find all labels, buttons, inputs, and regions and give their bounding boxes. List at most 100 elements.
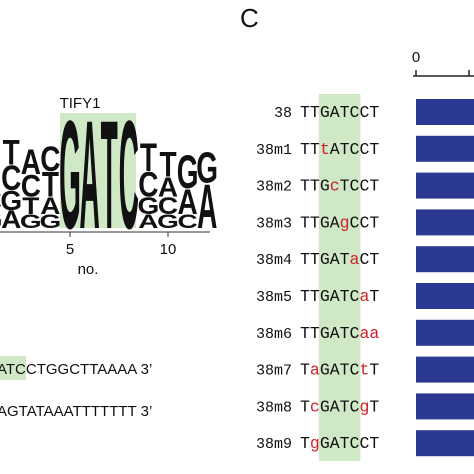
bar	[416, 356, 474, 383]
logo-xlabel: no.	[78, 261, 99, 278]
base: T	[369, 213, 379, 232]
base: T	[300, 361, 310, 380]
row-sequence: TTtATCCT	[300, 140, 379, 159]
base: C	[350, 397, 360, 416]
base: T	[300, 250, 310, 269]
logo-letter: G	[40, 211, 62, 233]
base: A	[330, 213, 340, 232]
logo-letter: G	[59, 89, 81, 262]
base: G	[320, 103, 330, 122]
logo-letter: C	[177, 211, 197, 233]
base: A	[330, 140, 340, 159]
logo-letter: C	[119, 89, 139, 262]
logo-letter: A	[158, 172, 178, 203]
base: a	[359, 324, 369, 343]
bar	[416, 430, 474, 457]
base: G	[320, 361, 330, 380]
base: T	[340, 177, 350, 196]
logo-letter: A	[197, 172, 217, 242]
base: C	[359, 434, 369, 453]
row-sequence: TTGATaCT	[300, 250, 379, 269]
row-name: 38m6	[256, 326, 292, 343]
row-name: 38m4	[256, 252, 292, 269]
logo-letter: T	[3, 133, 20, 173]
base: A	[330, 103, 340, 122]
base: T	[340, 361, 350, 380]
base: G	[320, 287, 330, 306]
logo-letter: G	[157, 211, 179, 233]
base: a	[310, 361, 320, 380]
base: T	[369, 397, 379, 416]
base: g	[359, 397, 369, 416]
row-sequence: TTGATCCT	[300, 103, 379, 122]
base: G	[320, 250, 330, 269]
base: T	[369, 177, 379, 196]
logo-letter: T	[42, 164, 59, 204]
base: t	[359, 361, 369, 380]
logo-letter: A	[138, 211, 158, 233]
base: t	[320, 140, 330, 159]
row-sequence: TcGATCgT	[300, 397, 379, 416]
row-name: 38m5	[256, 289, 292, 306]
base: T	[369, 103, 379, 122]
base: T	[340, 250, 350, 269]
base: a	[359, 287, 369, 306]
logo-letter: G	[0, 206, 2, 233]
base: g	[310, 434, 320, 453]
base: T	[300, 287, 310, 306]
base: G	[320, 434, 330, 453]
base: C	[359, 213, 369, 232]
row-sequence: TaGATCtT	[300, 361, 379, 380]
logo-letter: A	[79, 89, 99, 262]
base: C	[359, 103, 369, 122]
base: T	[310, 324, 320, 343]
row-name: 38m8	[256, 399, 292, 416]
row-name: 38m3	[256, 215, 292, 232]
logo-letter: A	[21, 142, 41, 182]
logo-letter: T	[159, 144, 176, 184]
logo-letter: A	[177, 182, 197, 222]
base: T	[300, 177, 310, 196]
row-name: 38m7	[256, 363, 292, 380]
base: g	[340, 213, 350, 232]
logo-letter: C	[1, 158, 21, 198]
logo-letter: G	[177, 147, 199, 199]
bar	[416, 246, 474, 273]
base: C	[350, 103, 360, 122]
base: G	[320, 213, 330, 232]
logo-letter: A	[40, 192, 60, 219]
base: T	[300, 434, 310, 453]
base: A	[330, 434, 340, 453]
base: c	[310, 397, 320, 416]
bar	[416, 99, 474, 125]
base: A	[330, 287, 340, 306]
row-sequence: TgGATCCT	[300, 434, 379, 453]
base: T	[300, 103, 310, 122]
row-name: 38m2	[256, 179, 292, 196]
base: T	[300, 397, 310, 416]
logo-letter: C	[158, 192, 178, 219]
base: T	[310, 213, 320, 232]
base: T	[340, 397, 350, 416]
logo-letter: G	[0, 185, 22, 216]
base: T	[310, 287, 320, 306]
bar	[416, 172, 474, 199]
logo-letter: G	[20, 211, 42, 233]
bar	[416, 319, 474, 346]
base: T	[369, 361, 379, 380]
base: T	[369, 434, 379, 453]
bar	[416, 135, 474, 162]
base: T	[310, 140, 320, 159]
logo-letter: C	[21, 169, 41, 204]
base: c	[330, 177, 340, 196]
base: A	[330, 361, 340, 380]
base: T	[310, 250, 320, 269]
base: G	[320, 177, 330, 196]
axis-label: 0	[412, 49, 420, 66]
base: C	[350, 361, 360, 380]
base: T	[340, 324, 350, 343]
base: G	[320, 324, 330, 343]
base: T	[300, 140, 310, 159]
base: T	[369, 140, 379, 159]
